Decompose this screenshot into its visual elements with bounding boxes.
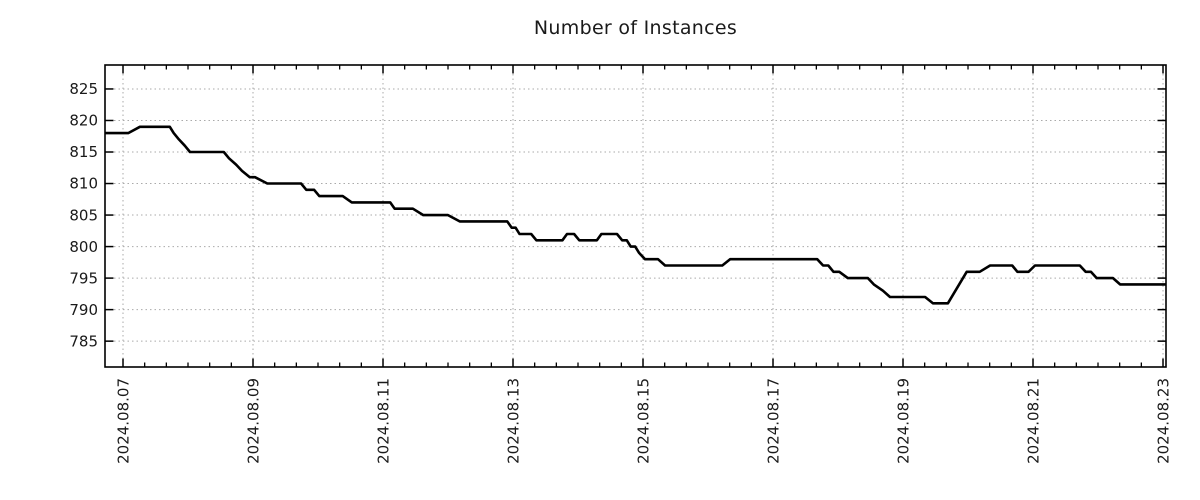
y-axis-label: 815: [69, 143, 98, 161]
x-axis-label: 2024.08.17: [765, 378, 783, 464]
y-axis-label: 825: [69, 80, 98, 98]
y-axis-label: 820: [69, 112, 98, 130]
x-axis-label: 2024.08.09: [245, 378, 263, 464]
x-axis-label: 2024.08.07: [115, 378, 133, 464]
plot-frame: [104, 64, 1167, 368]
x-axis-label: 2024.08.19: [895, 378, 913, 464]
y-axis-label: 810: [69, 175, 98, 193]
chart-title: Number of Instances: [533, 17, 738, 39]
x-axis-label: 2024.08.23: [1155, 378, 1173, 464]
y-axis-label: 805: [69, 206, 98, 224]
x-axis-label: 2024.08.15: [635, 378, 653, 464]
y-axis-label: 785: [69, 332, 98, 350]
y-axis-label: 795: [69, 269, 98, 287]
data-line: [105, 125, 1166, 305]
y-axis-label: 790: [69, 301, 98, 319]
x-axis-label: 2024.08.21: [1025, 378, 1043, 464]
x-axis-label: 2024.08.11: [375, 378, 393, 464]
x-axis-label: 2024.08.13: [505, 378, 523, 464]
y-axis-label: 800: [69, 238, 98, 256]
